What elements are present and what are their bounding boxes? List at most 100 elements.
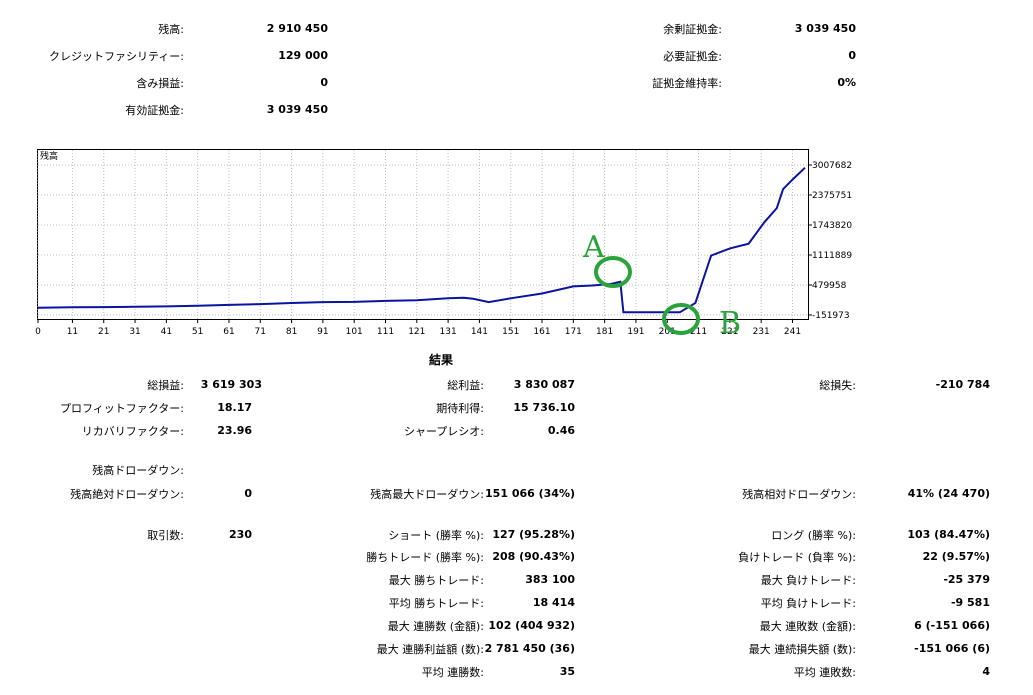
- result-avg-win-label: 平均 勝ちトレード:: [388, 597, 484, 610]
- x-tick-label: 81: [286, 327, 297, 337]
- x-tick-label: 241: [784, 327, 801, 337]
- result-profit-factor-label: プロフィットファクター:: [59, 402, 184, 415]
- summary-equity-label: 有効証拠金:: [125, 104, 184, 117]
- x-tick-label: 41: [161, 327, 172, 337]
- result-expected-payoff-label: 期待利得:: [436, 402, 484, 415]
- summary-balance-value: 2 910 450: [266, 22, 328, 35]
- result-max-consec-profit-label: 最大 連勝利益額 (数):: [376, 643, 484, 656]
- x-tick-label: 211: [690, 327, 707, 337]
- result-recovery-factor-value: 23.96: [217, 424, 252, 437]
- summary-balance-label: 残高:: [158, 23, 184, 36]
- summary-credit-label: クレジットファシリティー:: [48, 50, 184, 63]
- x-tick-label: 61: [223, 327, 234, 337]
- result-avg-loss-label: 平均 負けトレード:: [760, 597, 856, 610]
- y-tick-label: 1111889: [812, 251, 852, 261]
- y-tick-label: 3007682: [812, 161, 852, 171]
- result-sharpe-value: 0.46: [547, 424, 575, 437]
- summary-equity-value: 3 039 450: [266, 103, 328, 116]
- x-tick-label: 181: [596, 327, 613, 337]
- result-net-profit-label: 総損益:: [147, 379, 184, 392]
- result-max-win-label: 最大 勝ちトレード:: [388, 574, 484, 587]
- summary-margin-level-value: 0%: [837, 76, 856, 89]
- result-gross-profit-value: 3 830 087: [513, 378, 575, 391]
- result-avg-loss-value: -9 581: [950, 596, 990, 609]
- result-avg-consec-losses-value: 4: [982, 665, 990, 678]
- result-loss-trades-value: 22 (9.57%): [922, 550, 990, 563]
- x-tick-label: 111: [377, 327, 394, 337]
- result-gross-loss-value: -210 784: [935, 378, 990, 391]
- x-tick-label: 141: [471, 327, 488, 337]
- result-max-consec-profit-value: 2 781 450 (36): [484, 642, 575, 655]
- result-max-consec-loss-value: -151 066 (6): [914, 642, 990, 655]
- result-trades-value: 230: [229, 528, 252, 541]
- result-max-consec-losses-label: 最大 連敗数 (金額):: [759, 620, 856, 633]
- result-abs-drawdown-value: 0: [244, 487, 252, 500]
- result-win-trades-value: 208 (90.43%): [492, 550, 575, 563]
- result-short-value: 127 (95.28%): [492, 528, 575, 541]
- result-expected-payoff-value: 15 736.10: [513, 401, 575, 414]
- y-tick-label: 2375751: [812, 191, 852, 201]
- result-avg-win-value: 18 414: [532, 596, 575, 609]
- x-tick-label: 0: [35, 327, 41, 337]
- summary-margin-level-label: 証拠金維持率:: [652, 77, 722, 90]
- x-tick-label: 101: [346, 327, 363, 337]
- result-recovery-factor-label: リカバリファクター:: [81, 425, 184, 438]
- result-max-consec-wins-label: 最大 連勝数 (金額):: [387, 620, 484, 633]
- result-max-consec-wins-value: 102 (404 932): [488, 619, 575, 632]
- x-tick-label: 21: [98, 327, 109, 337]
- result-gross-loss-label: 総損失:: [819, 379, 856, 392]
- x-tick-label: 11: [67, 327, 78, 337]
- result-profit-factor-value: 18.17: [217, 401, 252, 414]
- result-abs-drawdown-label: 残高絶対ドローダウン:: [70, 488, 184, 501]
- result-rel-drawdown-value: 41% (24 470): [907, 487, 990, 500]
- annotation-circle-b: [662, 303, 700, 335]
- summary-free-margin-label: 余剰証拠金:: [663, 23, 722, 36]
- result-avg-consec-losses-label: 平均 連敗数:: [793, 666, 856, 679]
- x-tick-label: 31: [129, 327, 140, 337]
- x-tick-label: 71: [255, 327, 266, 337]
- result-short-label: ショート (勝率 %):: [388, 529, 484, 542]
- annotation-label-a: A: [582, 230, 605, 265]
- x-tick-label: 151: [502, 327, 519, 337]
- result-avg-consec-wins-value: 35: [559, 665, 575, 678]
- x-tick-label: 121: [408, 327, 425, 337]
- result-win-trades-label: 勝ちトレード (勝率 %):: [366, 551, 484, 564]
- annotation-label-b: B: [719, 306, 741, 341]
- summary-free-margin-value: 3 039 450: [794, 22, 856, 35]
- result-avg-consec-wins-label: 平均 連勝数:: [421, 666, 484, 679]
- x-tick-label: 91: [317, 327, 328, 337]
- annotation-circle-a: [594, 256, 632, 288]
- y-tick-label: 479958: [812, 281, 847, 291]
- y-tick-label: -151973: [812, 311, 850, 321]
- result-trades-label: 取引数:: [147, 529, 184, 542]
- balance-chart-svg: 残高 0 11 21 31 41 51 61 71 81 91 101 111 121 131 141 151 1…: [35, 150, 852, 341]
- y-tick-label: 1743820: [812, 221, 852, 231]
- x-tick-label: 191: [627, 327, 644, 337]
- x-tick-label: 161: [533, 327, 550, 337]
- summary-floating-value: 0: [320, 76, 328, 89]
- result-gross-profit-label: 総利益:: [447, 379, 484, 392]
- result-max-win-value: 383 100: [525, 573, 575, 586]
- result-loss-trades-label: 負けトレード (負率 %):: [738, 551, 856, 564]
- summary-floating-label: 含み損益:: [136, 77, 184, 90]
- summary-margin-value: 0: [848, 49, 856, 62]
- result-max-consec-loss-label: 最大 連続損失額 (数):: [748, 643, 856, 656]
- result-long-label: ロング (勝率 %):: [771, 529, 856, 542]
- summary-margin-label: 必要証拠金:: [663, 50, 722, 63]
- summary-credit-value: 129 000: [278, 49, 328, 62]
- x-tick-label: 131: [440, 327, 457, 337]
- result-max-loss-label: 最大 負けトレード:: [760, 574, 856, 587]
- balance-line: [37, 166, 806, 314]
- x-tick-label: 231: [753, 327, 770, 337]
- result-sharpe-label: シャープレシオ:: [403, 425, 484, 438]
- result-balance-drawdown-label: 残高ドローダウン:: [92, 464, 184, 477]
- result-max-drawdown-value: 151 066 (34%): [485, 487, 575, 500]
- balance-chart: [37, 149, 809, 320]
- result-max-loss-value: -25 379: [943, 573, 990, 586]
- x-tick-label: 51: [192, 327, 203, 337]
- result-rel-drawdown-label: 残高相対ドローダウン:: [742, 488, 856, 501]
- x-tick-label: 221: [721, 327, 738, 337]
- result-max-drawdown-label: 残高最大ドローダウン:: [370, 488, 484, 501]
- result-long-value: 103 (84.47%): [907, 528, 990, 541]
- result-max-consec-losses-value: 6 (-151 066): [914, 619, 990, 632]
